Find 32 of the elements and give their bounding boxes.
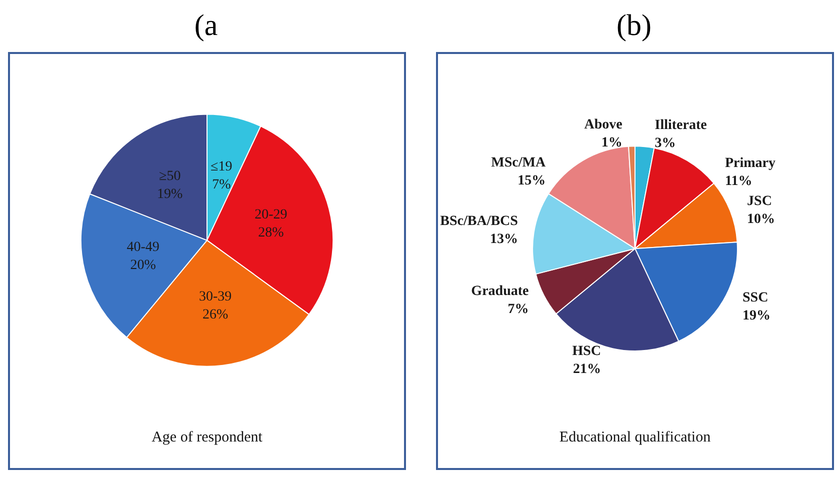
data-label: 28% — [258, 225, 284, 240]
text: (a — [193, 8, 219, 44]
slice-label: Illiterate — [654, 118, 707, 134]
data-label: 11% — [724, 174, 752, 190]
slice-label: 20-29 — [254, 207, 288, 222]
slice-label: HSC — [572, 344, 602, 359]
slice-label: BSc/BA/BCS — [440, 214, 518, 230]
text: (b) — [616, 8, 652, 44]
text: Educational qualification — [559, 430, 712, 446]
data-label: 15% — [518, 174, 546, 189]
data-label: 7% — [508, 302, 529, 318]
data-label: 3% — [654, 136, 676, 152]
data-label: 13% — [490, 232, 518, 248]
data-label: 7% — [212, 177, 232, 192]
slice-label: SSC — [742, 290, 768, 306]
slice-label: MSc/MA — [491, 156, 547, 171]
slice-label: Above — [584, 118, 622, 133]
data-label: 26% — [202, 307, 228, 322]
slice-label: Graduate — [471, 284, 529, 300]
data-label: 1% — [601, 136, 622, 151]
slice-label: ≤19 — [210, 159, 232, 174]
slice-label: Primary — [724, 156, 776, 172]
data-label: 10% — [747, 212, 776, 228]
slice-label: ≥50 — [159, 169, 181, 184]
data-label: 21% — [573, 362, 602, 377]
data-label: 19% — [157, 187, 184, 202]
text: Age of respondent — [152, 430, 264, 446]
data-label: 20% — [130, 258, 156, 274]
data-label: 19% — [742, 308, 771, 324]
slice-label: 30-39 — [198, 289, 232, 304]
slice-label: JSC — [747, 194, 772, 210]
slice-label: 40-49 — [126, 240, 160, 256]
